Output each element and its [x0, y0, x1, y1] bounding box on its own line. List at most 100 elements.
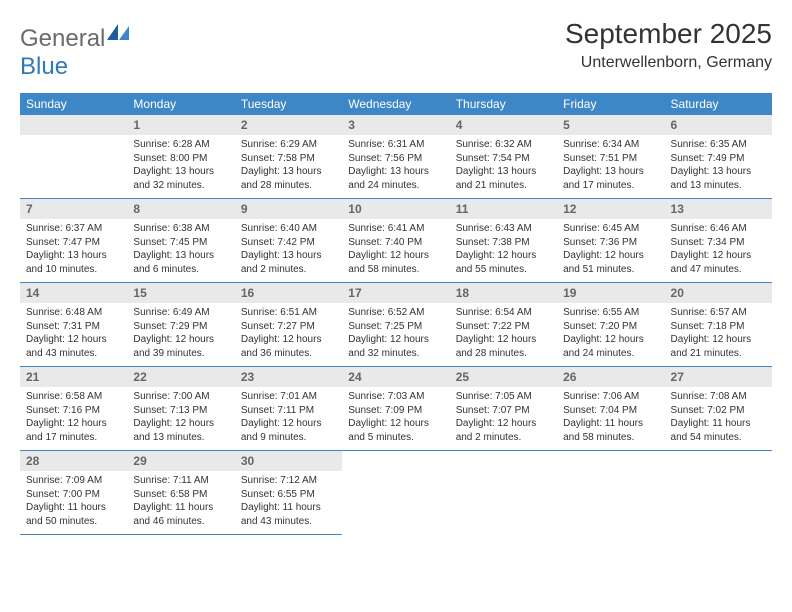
day-cell: 10Sunrise: 6:41 AMSunset: 7:40 PMDayligh… — [342, 199, 449, 283]
day-content: Sunrise: 6:28 AMSunset: 8:00 PMDaylight:… — [127, 135, 234, 198]
sunrise-text: Sunrise: 6:38 AM — [133, 222, 228, 236]
sunset-text: Sunset: 7:56 PM — [348, 152, 443, 166]
day-number: 16 — [235, 283, 342, 303]
day-content: Sunrise: 7:08 AMSunset: 7:02 PMDaylight:… — [665, 387, 772, 450]
day-number: 13 — [665, 199, 772, 219]
day-cell: 11Sunrise: 6:43 AMSunset: 7:38 PMDayligh… — [450, 199, 557, 283]
daylight-text: Daylight: 12 hours and 58 minutes. — [348, 249, 443, 276]
day-cell: 27Sunrise: 7:08 AMSunset: 7:02 PMDayligh… — [665, 367, 772, 451]
day-number: 27 — [665, 367, 772, 387]
day-cell: 30Sunrise: 7:12 AMSunset: 6:55 PMDayligh… — [235, 451, 342, 535]
sunrise-text: Sunrise: 6:45 AM — [563, 222, 658, 236]
calendar-head: SundayMondayTuesdayWednesdayThursdayFrid… — [20, 93, 772, 115]
daylight-text: Daylight: 11 hours and 54 minutes. — [671, 417, 766, 444]
week-row: 21Sunrise: 6:58 AMSunset: 7:16 PMDayligh… — [20, 367, 772, 451]
day-number: 14 — [20, 283, 127, 303]
sunset-text: Sunset: 6:58 PM — [133, 488, 228, 502]
day-number: 10 — [342, 199, 449, 219]
sunset-text: Sunset: 7:40 PM — [348, 236, 443, 250]
sunset-text: Sunset: 7:49 PM — [671, 152, 766, 166]
day-content: Sunrise: 6:43 AMSunset: 7:38 PMDaylight:… — [450, 219, 557, 282]
daylight-text: Daylight: 11 hours and 46 minutes. — [133, 501, 228, 528]
daylight-text: Daylight: 12 hours and 17 minutes. — [26, 417, 121, 444]
day-content: Sunrise: 6:46 AMSunset: 7:34 PMDaylight:… — [665, 219, 772, 282]
dayname-cell: Saturday — [665, 93, 772, 115]
day-cell: 20Sunrise: 6:57 AMSunset: 7:18 PMDayligh… — [665, 283, 772, 367]
sunset-text: Sunset: 7:11 PM — [241, 404, 336, 418]
day-number: 17 — [342, 283, 449, 303]
day-content: Sunrise: 6:31 AMSunset: 7:56 PMDaylight:… — [342, 135, 449, 198]
day-cell: 17Sunrise: 6:52 AMSunset: 7:25 PMDayligh… — [342, 283, 449, 367]
week-row: 14Sunrise: 6:48 AMSunset: 7:31 PMDayligh… — [20, 283, 772, 367]
day-content: Sunrise: 7:11 AMSunset: 6:58 PMDaylight:… — [127, 471, 234, 534]
daylight-text: Daylight: 13 hours and 10 minutes. — [26, 249, 121, 276]
day-number: 30 — [235, 451, 342, 471]
daylight-text: Daylight: 12 hours and 47 minutes. — [671, 249, 766, 276]
sunrise-text: Sunrise: 7:06 AM — [563, 390, 658, 404]
day-content: Sunrise: 7:06 AMSunset: 7:04 PMDaylight:… — [557, 387, 664, 450]
day-number: 2 — [235, 115, 342, 135]
sunset-text: Sunset: 7:04 PM — [563, 404, 658, 418]
sunset-text: Sunset: 7:45 PM — [133, 236, 228, 250]
dayname-cell: Monday — [127, 93, 234, 115]
sunset-text: Sunset: 7:34 PM — [671, 236, 766, 250]
week-row: 28Sunrise: 7:09 AMSunset: 7:00 PMDayligh… — [20, 451, 772, 535]
week-row: 7Sunrise: 6:37 AMSunset: 7:47 PMDaylight… — [20, 199, 772, 283]
sunset-text: Sunset: 7:25 PM — [348, 320, 443, 334]
day-cell: 4Sunrise: 6:32 AMSunset: 7:54 PMDaylight… — [450, 115, 557, 199]
calendar-body: 1Sunrise: 6:28 AMSunset: 8:00 PMDaylight… — [20, 115, 772, 535]
day-number: 7 — [20, 199, 127, 219]
day-content: Sunrise: 6:45 AMSunset: 7:36 PMDaylight:… — [557, 219, 664, 282]
day-content: Sunrise: 6:35 AMSunset: 7:49 PMDaylight:… — [665, 135, 772, 198]
dayname-cell: Wednesday — [342, 93, 449, 115]
sunrise-text: Sunrise: 6:28 AM — [133, 138, 228, 152]
sunset-text: Sunset: 7:07 PM — [456, 404, 551, 418]
daylight-text: Daylight: 12 hours and 13 minutes. — [133, 417, 228, 444]
day-content: Sunrise: 6:41 AMSunset: 7:40 PMDaylight:… — [342, 219, 449, 282]
sunrise-text: Sunrise: 7:08 AM — [671, 390, 766, 404]
sunrise-text: Sunrise: 6:57 AM — [671, 306, 766, 320]
logo-text-blue: Blue — [20, 53, 68, 80]
day-cell: 14Sunrise: 6:48 AMSunset: 7:31 PMDayligh… — [20, 283, 127, 367]
location: Unterwellenborn, Germany — [565, 54, 772, 72]
day-content: Sunrise: 6:34 AMSunset: 7:51 PMDaylight:… — [557, 135, 664, 198]
sunrise-text: Sunrise: 6:34 AM — [563, 138, 658, 152]
day-number: 5 — [557, 115, 664, 135]
sunrise-text: Sunrise: 6:43 AM — [456, 222, 551, 236]
logo-text-general: General — [20, 25, 105, 52]
day-number: 23 — [235, 367, 342, 387]
day-content: Sunrise: 6:55 AMSunset: 7:20 PMDaylight:… — [557, 303, 664, 366]
daylight-text: Daylight: 13 hours and 21 minutes. — [456, 165, 551, 192]
day-number: 4 — [450, 115, 557, 135]
sunrise-text: Sunrise: 7:11 AM — [133, 474, 228, 488]
day-content: Sunrise: 6:32 AMSunset: 7:54 PMDaylight:… — [450, 135, 557, 198]
day-number: 15 — [127, 283, 234, 303]
day-cell: 8Sunrise: 6:38 AMSunset: 7:45 PMDaylight… — [127, 199, 234, 283]
day-cell: 21 Sunrise: 6:58 AMSunset: 7:16 PMDayligh… — [20, 367, 127, 451]
sunset-text: Sunset: 7:42 PM — [241, 236, 336, 250]
dayname-cell: Thursday — [450, 93, 557, 115]
sunrise-text: Sunrise: 7:00 AM — [133, 390, 228, 404]
sunset-text: Sunset: 7:29 PM — [133, 320, 228, 334]
day-cell: 19Sunrise: 6:55 AMSunset: 7:20 PMDayligh… — [557, 283, 664, 367]
sunrise-text: Sunrise: 6:32 AM — [456, 138, 551, 152]
day-number: 21 — [20, 367, 127, 387]
empty-day-cell — [342, 451, 449, 535]
daylight-text: Daylight: 12 hours and 24 minutes. — [563, 333, 658, 360]
empty-day-cell — [450, 451, 557, 535]
sunrise-text: Sunrise: 6:31 AM — [348, 138, 443, 152]
sunset-text: Sunset: 7:16 PM — [26, 404, 121, 418]
daylight-text: Daylight: 12 hours and 2 minutes. — [456, 417, 551, 444]
sunrise-text: Sunrise: 6:29 AM — [241, 138, 336, 152]
day-number: 3 — [342, 115, 449, 135]
daylight-text: Daylight: 12 hours and 51 minutes. — [563, 249, 658, 276]
sunrise-text: Sunrise: 7:05 AM — [456, 390, 551, 404]
sunset-text: Sunset: 7:36 PM — [563, 236, 658, 250]
day-cell: 23Sunrise: 7:01 AMSunset: 7:11 PMDayligh… — [235, 367, 342, 451]
day-number: 1 — [127, 115, 234, 135]
sunrise-text: Sunrise: 6:58 AM — [26, 390, 121, 404]
day-number: 28 — [20, 451, 127, 471]
sunrise-text: Sunrise: 6:40 AM — [241, 222, 336, 236]
daylight-text: Daylight: 12 hours and 9 minutes. — [241, 417, 336, 444]
day-content: Sunrise: 6:37 AMSunset: 7:47 PMDaylight:… — [20, 219, 127, 282]
